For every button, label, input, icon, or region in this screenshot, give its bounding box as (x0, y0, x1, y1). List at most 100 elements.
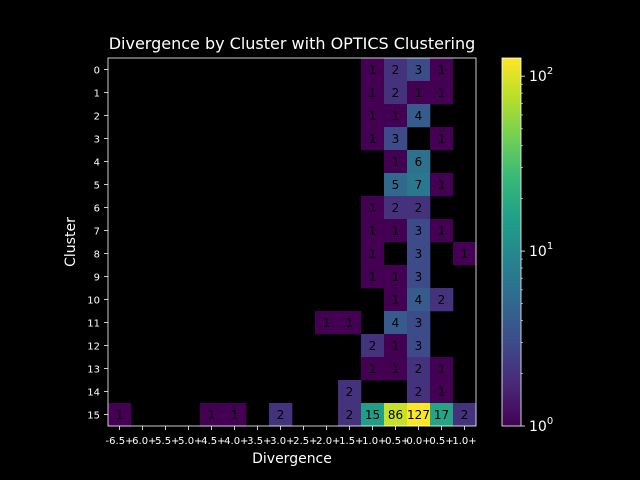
heatmap-cell (384, 334, 408, 358)
cell-value-label: 1 (369, 224, 377, 238)
cell-value-label: 1 (438, 385, 446, 399)
cell-value-label: 1 (438, 63, 446, 77)
heatmap-cell (407, 288, 431, 312)
heatmap-cell (407, 403, 431, 427)
cell-value-label: 1 (438, 362, 446, 376)
x-axis: -6.5+-6.0+-5.5+-5.0+-4.5+-4.0+-3.5+-3.0+… (106, 426, 477, 447)
heatmap-cell (269, 403, 293, 427)
heatmap-cell (430, 58, 454, 82)
heatmap-cell (223, 403, 247, 427)
cell-value-label: 2 (415, 385, 423, 399)
x-tick-label: -4.0+ (221, 436, 249, 447)
heatmap-cell (384, 288, 408, 312)
x-tick-label: -6.0+ (129, 436, 157, 447)
heatmap-cell (430, 357, 454, 381)
heatmap-cell (407, 58, 431, 82)
colorbar-tick-label: 101 (529, 241, 553, 260)
heatmap-cell (361, 265, 385, 289)
cell-value-label: 1 (461, 247, 469, 261)
x-tick-label: -3.0+ (267, 436, 295, 447)
y-tick-label: 15 (87, 411, 100, 422)
cell-value-label: 1 (415, 86, 423, 100)
cell-value-label: 2 (369, 339, 377, 353)
x-tick-label: -4.5+ (198, 436, 226, 447)
cell-value-label: 7 (415, 178, 423, 192)
y-tick-label: 5 (94, 181, 100, 192)
cell-value-label: 1 (392, 224, 400, 238)
cell-value-label: 3 (415, 63, 423, 77)
heatmap-cell (361, 196, 385, 220)
heatmap-cell (407, 173, 431, 197)
y-tick-label: 4 (94, 158, 100, 169)
x-tick-label: 0.5+ (429, 436, 453, 447)
y-tick-label: 9 (94, 273, 100, 284)
heatmap-cell (338, 311, 362, 335)
heatmap-cell (384, 357, 408, 381)
heatmap-cell (361, 58, 385, 82)
heatmap-cell (384, 81, 408, 105)
cell-value-label: 17 (434, 408, 449, 422)
cell-value-label: 2 (438, 293, 446, 307)
heatmap-cell (407, 357, 431, 381)
heatmap-cell (407, 81, 431, 105)
cell-value-label: 1 (392, 109, 400, 123)
y-tick-label: 3 (94, 135, 100, 146)
cell-value-label: 127 (407, 408, 430, 422)
cell-value-label: 2 (277, 408, 285, 422)
heatmap-cells: 1 2 3 1 1 2 1 1 1 1 4 1 3 1 1 6 5 7 1 1 2 2 1 1 3 1 1 3 1 1 1 3 1 4 2 1 1 4 3 2… (108, 58, 477, 427)
colorbar-ticks: 100 101 102 (521, 66, 553, 435)
colorbar-tick-label: 100 (529, 416, 553, 435)
x-tick-label: -1.5+ (336, 436, 364, 447)
heatmap-cell (407, 265, 431, 289)
y-tick-label: 7 (94, 227, 100, 238)
heatmap-cell (407, 150, 431, 174)
cell-value-label: 1 (438, 224, 446, 238)
cell-value-label: 1 (369, 362, 377, 376)
heatmap-cell (384, 196, 408, 220)
heatmap-cell (407, 334, 431, 358)
heatmap-cell (407, 196, 431, 220)
x-tick-label: -6.5+ (106, 436, 134, 447)
heatmap-cell (384, 127, 408, 151)
y-tick-label: 12 (87, 342, 100, 353)
heatmap-cell (384, 311, 408, 335)
plot-frame (107, 57, 477, 427)
x-tick-label: 0.0+ (406, 436, 430, 447)
y-axis-label: Cluster (63, 217, 79, 267)
cell-value-label: 2 (415, 362, 423, 376)
cell-value-label: 2 (346, 385, 354, 399)
heatmap-cell (407, 311, 431, 335)
heatmap-cell (361, 81, 385, 105)
heatmap-cell (430, 219, 454, 243)
cell-value-label: 1 (369, 86, 377, 100)
cell-value-label: 4 (415, 293, 423, 307)
cell-value-label: 1 (369, 132, 377, 146)
heatmap-cell (361, 127, 385, 151)
x-tick-label: -2.5+ (290, 436, 318, 447)
cell-value-label: 1 (369, 63, 377, 77)
heatmap-cell (384, 403, 408, 427)
heatmap-cell (407, 104, 431, 128)
cell-value-label: 1 (369, 109, 377, 123)
cell-value-label: 1 (369, 201, 377, 215)
cell-value-label: 2 (392, 63, 400, 77)
heatmap-cell (384, 265, 408, 289)
heatmap-cell (361, 357, 385, 381)
x-tick-label: -1.0+ (359, 436, 387, 447)
heatmap-cell (361, 219, 385, 243)
cell-value-label: 1 (438, 178, 446, 192)
cell-value-label: 1 (438, 132, 446, 146)
y-tick-label: 11 (87, 319, 100, 330)
cell-value-label: 1 (392, 293, 400, 307)
cell-value-label: 3 (415, 339, 423, 353)
x-tick-label: -3.5+ (244, 436, 272, 447)
heatmap-cell (384, 104, 408, 128)
cell-value-label: 6 (415, 155, 423, 169)
x-tick-label: -2.0+ (313, 436, 341, 447)
cell-value-label: 3 (415, 247, 423, 261)
cell-value-label: 3 (415, 270, 423, 284)
heatmap-cell (338, 403, 362, 427)
cell-value-label: 2 (392, 86, 400, 100)
